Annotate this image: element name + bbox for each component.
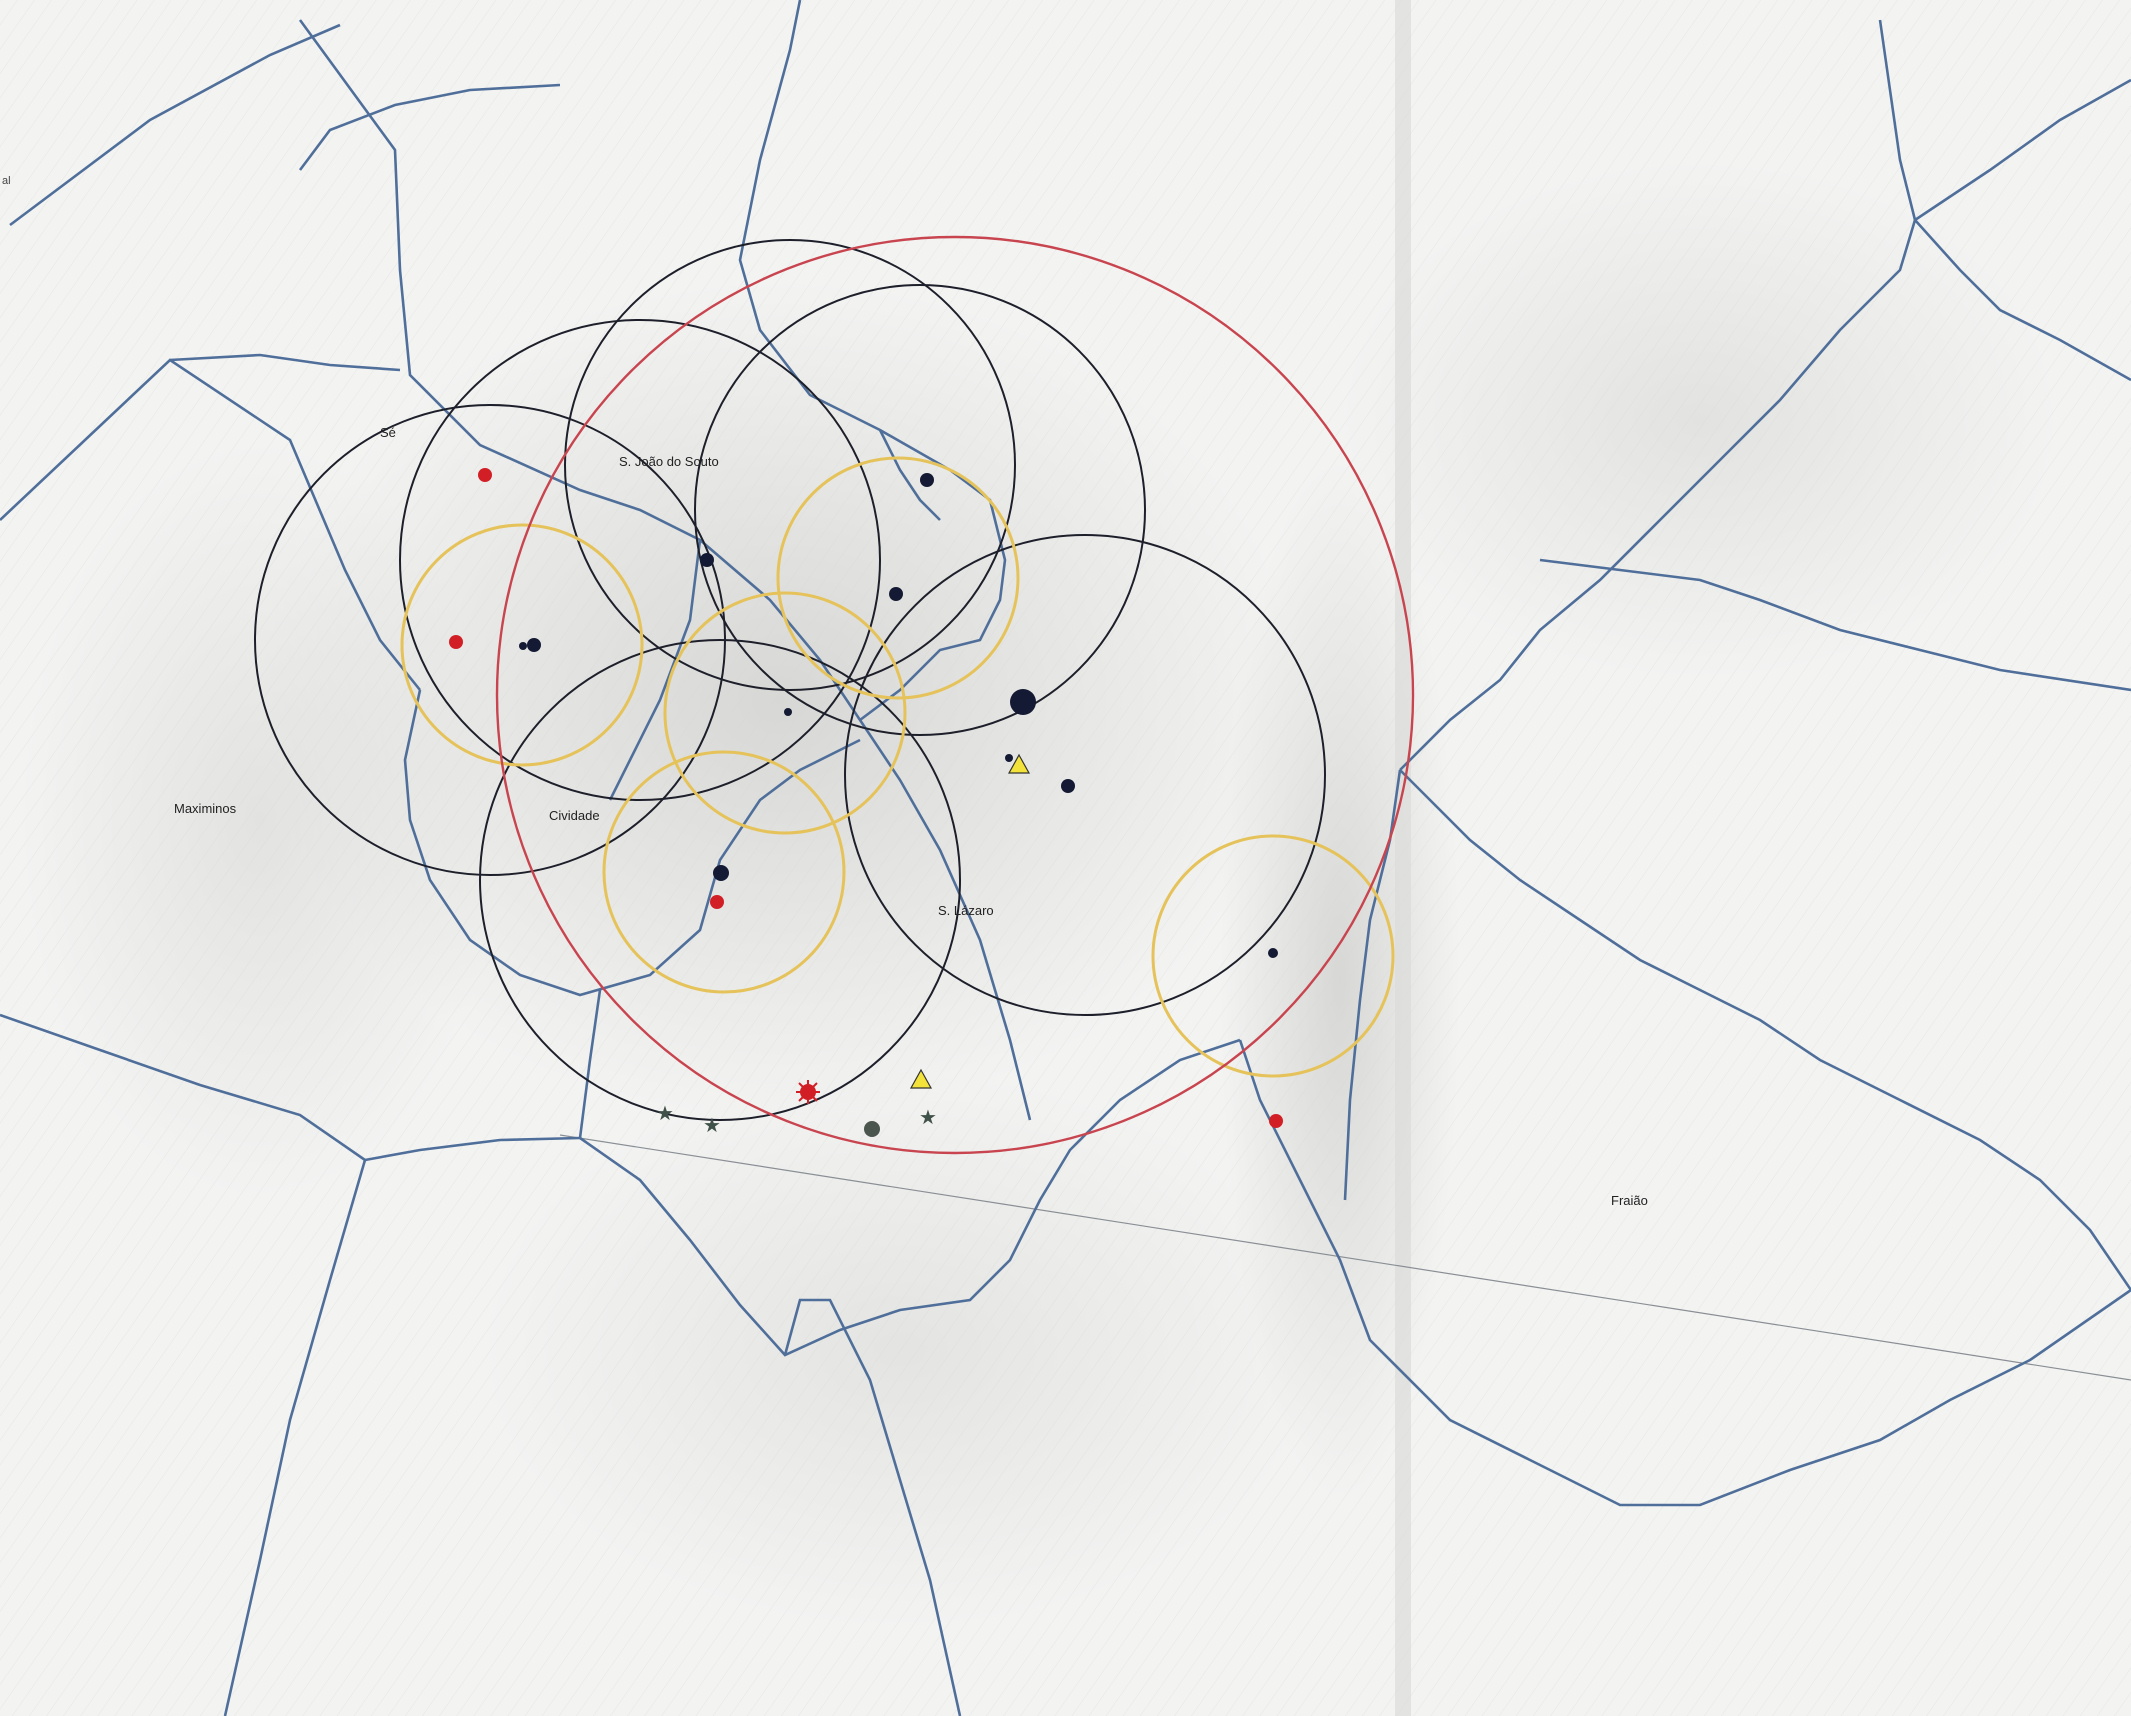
yellow-service-circle (663, 591, 907, 835)
edge-text-left: al (2, 175, 11, 187)
red-starburst-marker[interactable] (796, 1080, 820, 1104)
navy-dot-marker[interactable] (1010, 689, 1036, 715)
navy-dot-marker[interactable] (784, 708, 792, 716)
place-label-maximinos: Maximinos (174, 801, 237, 816)
parish-boundary (1914, 219, 2131, 382)
black-service-circle (399, 319, 881, 801)
parish-boundary (608, 539, 702, 801)
yellow-triangle-marker[interactable] (1007, 753, 1031, 774)
black-service-circle (694, 284, 1146, 736)
parish-boundary (1399, 769, 2131, 1291)
parish-boundary (578, 989, 602, 1139)
black-service-circle (844, 534, 1326, 1016)
parish-boundary (0, 1013, 366, 1162)
black-service-circle (479, 639, 961, 1121)
yellow-service-circle (1151, 834, 1395, 1078)
navy-dot-marker[interactable] (1268, 948, 1278, 958)
navy-dot-marker[interactable] (700, 553, 714, 567)
navy-dot-marker[interactable] (1005, 754, 1013, 762)
navy-dot-marker[interactable] (527, 638, 541, 652)
parish-boundary (364, 1136, 581, 1162)
place-label-sao-joao-do-souto: S. João do Souto (619, 454, 719, 469)
dark-star-marker[interactable]: ★ (703, 1115, 721, 1137)
parish-boundary (878, 429, 941, 521)
parish-boundary (9, 23, 341, 227)
place-label-fraiao: Fraião (1611, 1193, 1648, 1208)
red-dot-marker[interactable] (449, 635, 463, 649)
parish-boundary (298, 83, 561, 171)
dark-star-marker[interactable]: ★ (919, 1107, 937, 1129)
parish-boundary (1238, 1039, 2131, 1507)
navy-dot-marker[interactable] (920, 473, 934, 487)
place-label-cividade: Cividade (549, 808, 600, 823)
yellow-triangle-marker[interactable] (909, 1068, 933, 1089)
parish-boundary (579, 1038, 1241, 1357)
place-label-se: Sé (380, 425, 396, 440)
yellow-service-circle (400, 523, 644, 767)
red-dot-marker[interactable] (478, 468, 492, 482)
parish-boundary (1914, 78, 2131, 222)
parish-boundary (403, 689, 861, 997)
parish-boundary (783, 1298, 962, 1716)
parish-boundary (0, 358, 422, 691)
navy-dot-marker[interactable] (713, 865, 729, 881)
parish-boundary (1343, 769, 1402, 1201)
place-label-sao-lazaro: S. Lázaro (938, 903, 994, 918)
navy-dot-marker[interactable] (1061, 779, 1075, 793)
yellow-service-circle (776, 456, 1020, 700)
navy-dot-marker[interactable] (889, 587, 903, 601)
red-dot-marker[interactable] (1269, 1114, 1283, 1128)
parish-boundary (1878, 19, 1917, 221)
navy-dot-marker[interactable] (519, 642, 527, 650)
parish-boundary (169, 353, 401, 372)
red-dot-marker[interactable] (710, 895, 724, 909)
parish-boundary (1399, 219, 1917, 771)
gray-dot-marker[interactable] (864, 1121, 880, 1137)
yellow-service-circle (602, 750, 846, 994)
parish-boundary (1539, 558, 2131, 692)
dark-star-marker[interactable]: ★ (656, 1103, 674, 1125)
red-coverage-circle (495, 235, 1415, 1155)
black-service-circle (564, 239, 1016, 691)
parish-boundary (223, 1159, 367, 1716)
